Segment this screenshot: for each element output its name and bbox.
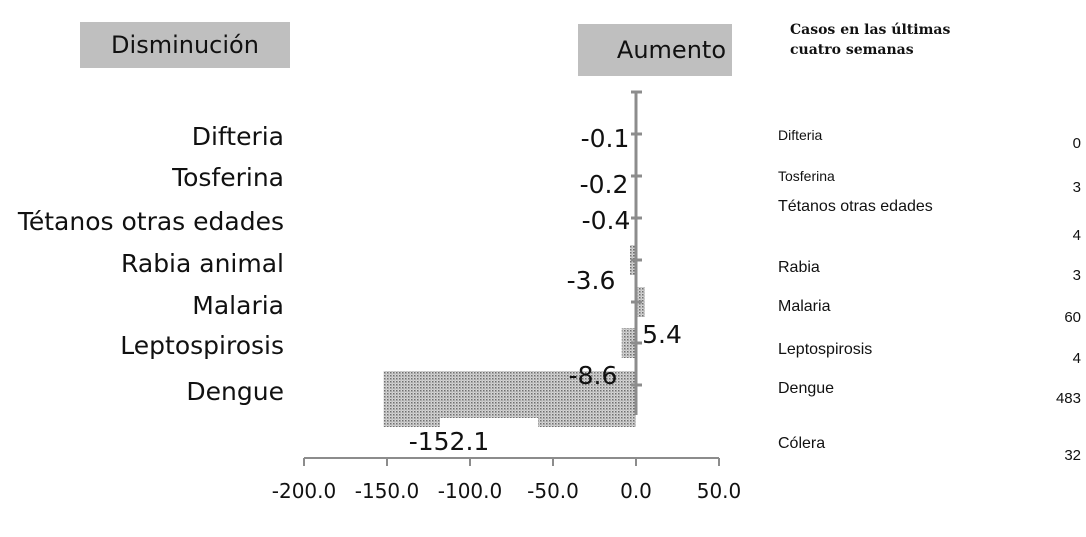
table-title: Casos en las últimas cuatro semanas [790,22,951,58]
value-label: -8.6 [569,361,618,390]
value-label: -152.1 [409,427,490,456]
table-row-value: 4 [1072,227,1081,244]
category-label: Malaria [192,291,284,320]
bar-chart: -200.0 -150.0 -100.0 -50.0 0.0 50.0 Difteria To… [17,90,742,503]
category-label: Difteria [192,122,284,151]
table-row-name: Difteria [778,127,823,143]
decrease-header-label: Disminución [111,31,259,59]
x-tick-label: 50.0 [697,479,742,503]
value-label: 5.4 [642,320,682,349]
value-label-box [440,418,538,456]
category-label: Rabia animal [121,249,284,278]
value-label: -3.6 [567,266,616,295]
value-label: -0.2 [580,170,629,199]
table-row-value: 0 [1072,135,1081,152]
table-row-name: Malaria [778,298,831,315]
table-row-value: 3 [1072,179,1081,196]
x-tick-label: -150.0 [355,479,419,503]
table-row-name: Dengue [778,380,835,397]
x-tick-label: -50.0 [527,479,579,503]
increase-header: Aumento [578,24,732,76]
table-row-value: 32 [1064,447,1081,464]
bar [383,371,636,427]
category-label: Tosferina [171,163,284,192]
category-label: Leptospirosis [120,331,284,360]
table-row-name: Tosferina [778,168,835,184]
table-row-value: 4 [1072,350,1081,367]
x-tick-label: -100.0 [438,479,502,503]
table-row-value: 483 [1055,390,1081,407]
table-row-name: Tétanos otras edades [778,198,933,215]
table-row-value: 60 [1064,309,1081,326]
table-row-name: Rabia [778,259,820,276]
category-label: Tétanos otras edades [17,207,284,236]
decrease-header: Disminución [80,22,290,68]
category-label: Dengue [186,377,284,406]
value-label: -0.4 [582,206,631,235]
bar [621,328,636,358]
value-label: -0.1 [581,124,630,153]
increase-header-label: Aumento [616,36,726,64]
x-tick-label: -200.0 [272,479,336,503]
table-row-name: Cólera [778,435,826,452]
table-row-value: 3 [1072,267,1081,284]
x-tick-label: 0.0 [620,479,652,503]
table-row-name: Leptospirosis [778,341,873,358]
